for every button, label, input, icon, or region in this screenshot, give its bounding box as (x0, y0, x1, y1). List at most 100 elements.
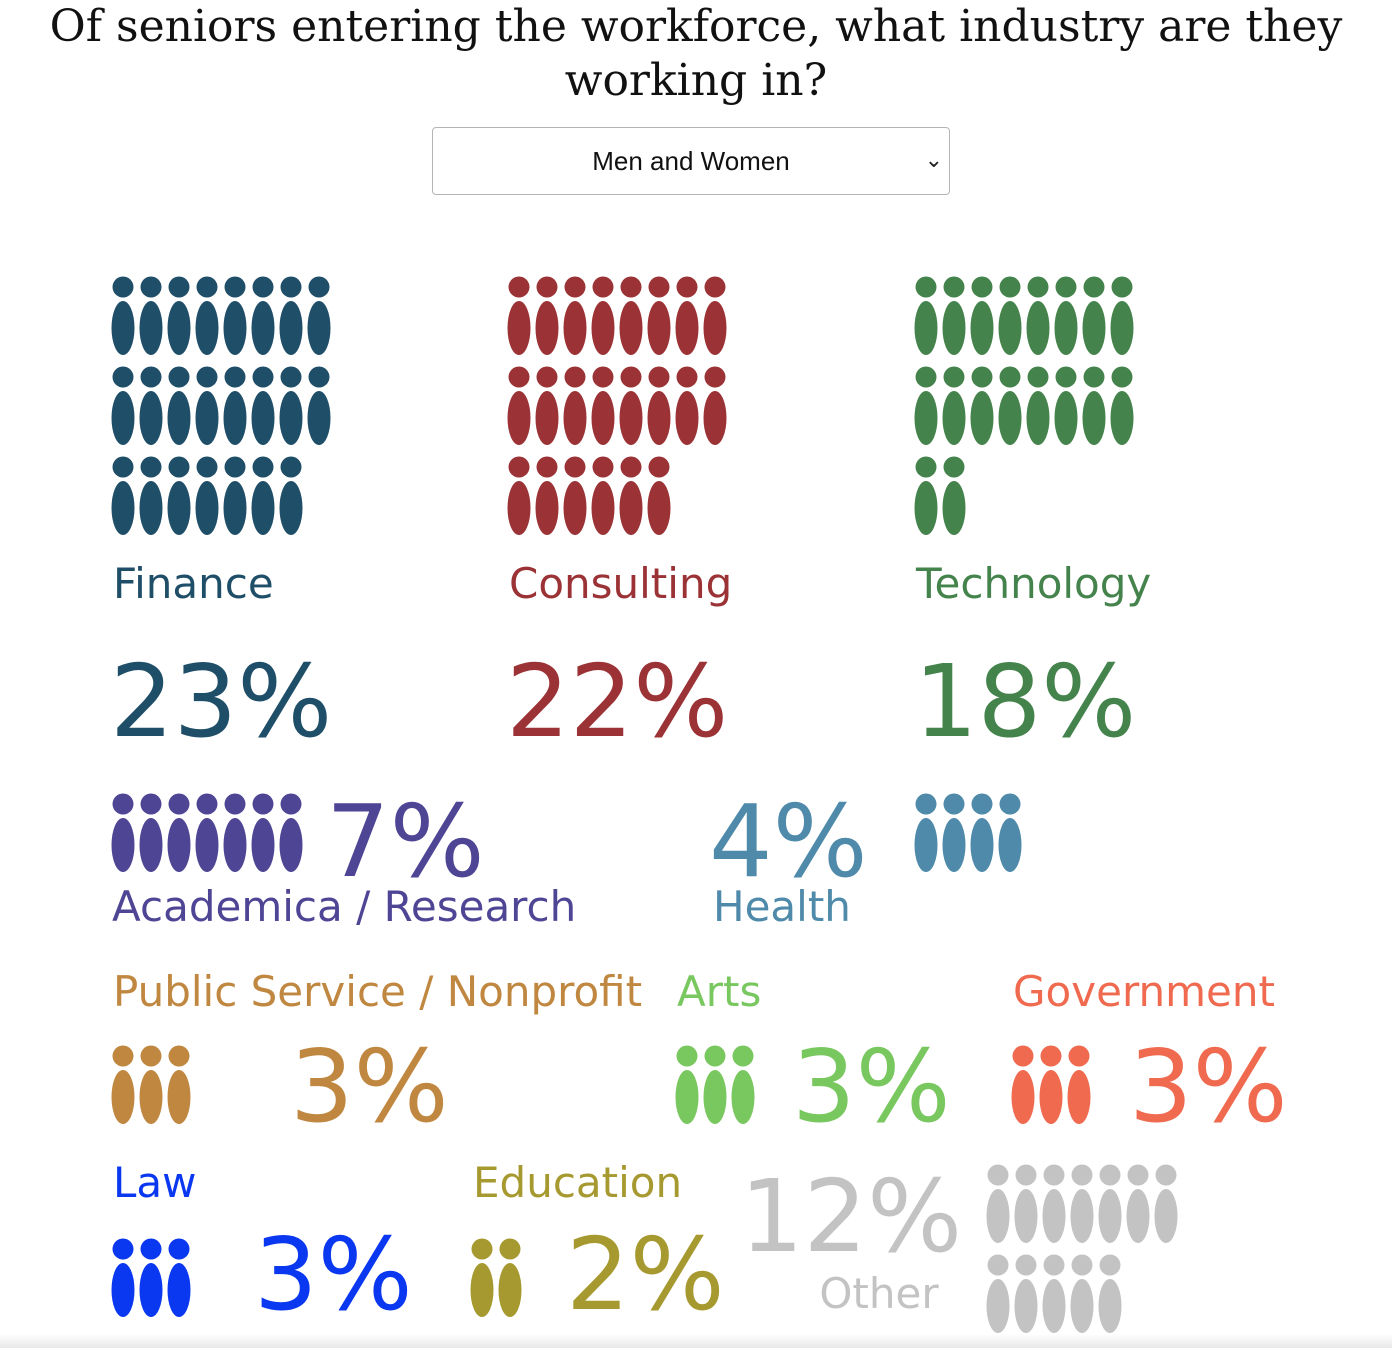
person-head (252, 793, 274, 815)
gender-filter-select[interactable]: Men and Women ⌄ (432, 127, 950, 195)
person-body (535, 481, 559, 535)
category-label-health: Health (713, 882, 851, 931)
person-icon (942, 366, 966, 445)
person-icon (970, 793, 994, 872)
person-icon (167, 1045, 191, 1124)
person-icon (167, 276, 191, 355)
person-head (943, 366, 965, 388)
person-icon (251, 793, 275, 872)
person-icon (563, 456, 587, 535)
person-icon (139, 456, 163, 535)
person-body (914, 301, 938, 355)
person-icon (703, 366, 727, 445)
person-head (1043, 1254, 1065, 1276)
icon-group-education (470, 1238, 522, 1317)
person-icon (111, 366, 135, 445)
person-icon (1126, 1164, 1150, 1243)
person-body (111, 391, 135, 445)
person-icon (507, 276, 531, 355)
person-head (592, 366, 614, 388)
icon-group-health (914, 793, 1022, 872)
percent-label-consulting: 22% (506, 643, 728, 760)
person-body (563, 391, 587, 445)
person-icon (1070, 1164, 1094, 1243)
person-head (196, 456, 218, 478)
person-body (139, 818, 163, 872)
person-icon (1054, 366, 1078, 445)
person-body (251, 818, 275, 872)
person-body (986, 1189, 1010, 1243)
person-icon (563, 276, 587, 355)
person-body (139, 1263, 163, 1317)
person-body (1026, 301, 1050, 355)
person-head (1015, 1164, 1037, 1186)
person-head (1111, 276, 1133, 298)
person-icon (914, 793, 938, 872)
person-body (195, 818, 219, 872)
person-body (1054, 301, 1078, 355)
person-head (168, 1238, 190, 1260)
person-body (1082, 391, 1106, 445)
person-body (1070, 1279, 1094, 1333)
person-icon (223, 366, 247, 445)
person-body (498, 1263, 522, 1317)
person-body (111, 818, 135, 872)
person-body (1014, 1279, 1038, 1333)
person-body (111, 1263, 135, 1317)
chart-title: Of seniors entering the workforce, what … (49, 1, 1343, 106)
icon-group-government (1011, 1045, 1091, 1124)
person-icon (1070, 1254, 1094, 1333)
person-icon (914, 276, 938, 355)
person-head (648, 456, 670, 478)
person-icon (1042, 1254, 1066, 1333)
person-icon (111, 1045, 135, 1124)
category-label-technology: Technology (915, 559, 1151, 608)
person-head (915, 276, 937, 298)
person-body (675, 301, 699, 355)
percent-label-public-service-nonprofit: 3% (290, 1028, 449, 1145)
person-body (279, 818, 303, 872)
person-body (647, 481, 671, 535)
person-head (112, 456, 134, 478)
person-body (731, 1070, 755, 1124)
person-body (279, 301, 303, 355)
person-head (915, 456, 937, 478)
person-icon (195, 456, 219, 535)
person-head (999, 366, 1021, 388)
person-head (987, 1164, 1009, 1186)
person-body (619, 481, 643, 535)
person-head (536, 456, 558, 478)
person-head (168, 456, 190, 478)
person-icon (675, 1045, 699, 1124)
percent-label-technology: 18% (914, 643, 1136, 760)
person-head (308, 366, 330, 388)
person-body (703, 1070, 727, 1124)
person-body (279, 481, 303, 535)
person-icon (619, 276, 643, 355)
person-body (986, 1279, 1010, 1333)
person-body (1154, 1189, 1178, 1243)
person-head (1155, 1164, 1177, 1186)
person-head (140, 456, 162, 478)
person-body (1014, 1189, 1038, 1243)
person-head (196, 366, 218, 388)
person-body (1110, 301, 1134, 355)
person-head (224, 366, 246, 388)
person-body (619, 391, 643, 445)
person-body (195, 391, 219, 445)
person-body (507, 301, 531, 355)
person-icon (167, 793, 191, 872)
person-body (111, 1070, 135, 1124)
person-icon (139, 366, 163, 445)
percent-label-arts: 3% (792, 1028, 951, 1145)
person-body (563, 301, 587, 355)
person-head (224, 793, 246, 815)
person-icon (1067, 1045, 1091, 1124)
person-icon (1011, 1045, 1035, 1124)
person-body (942, 818, 966, 872)
person-body (251, 301, 275, 355)
person-body (535, 391, 559, 445)
percent-label-education: 2% (566, 1216, 725, 1333)
person-icon (1054, 276, 1078, 355)
